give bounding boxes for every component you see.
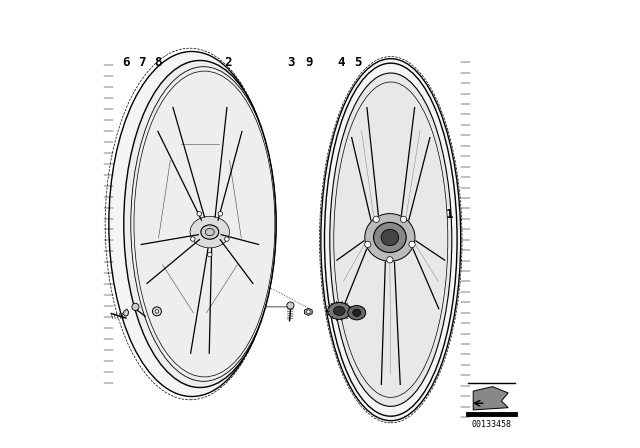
Circle shape xyxy=(387,257,393,263)
Circle shape xyxy=(152,307,161,316)
Ellipse shape xyxy=(124,60,276,388)
Circle shape xyxy=(307,310,310,314)
Polygon shape xyxy=(123,309,129,316)
Circle shape xyxy=(191,237,195,241)
Ellipse shape xyxy=(190,216,230,248)
Text: 00133458: 00133458 xyxy=(471,420,511,429)
Circle shape xyxy=(218,211,223,216)
Ellipse shape xyxy=(109,52,275,396)
Text: 6: 6 xyxy=(123,56,130,69)
Text: 3: 3 xyxy=(287,56,294,69)
Ellipse shape xyxy=(374,222,406,253)
Circle shape xyxy=(207,252,212,257)
Circle shape xyxy=(409,241,415,247)
Ellipse shape xyxy=(201,225,219,239)
Ellipse shape xyxy=(330,73,452,406)
Text: 1: 1 xyxy=(446,208,454,221)
Text: 2: 2 xyxy=(225,56,232,69)
Text: 7: 7 xyxy=(138,56,146,69)
Text: 5: 5 xyxy=(355,56,362,69)
Text: 9: 9 xyxy=(305,56,313,69)
Ellipse shape xyxy=(321,59,461,421)
Text: 8: 8 xyxy=(154,56,161,69)
Ellipse shape xyxy=(353,309,361,316)
Polygon shape xyxy=(473,387,508,410)
Polygon shape xyxy=(305,308,312,315)
Circle shape xyxy=(155,310,159,313)
Circle shape xyxy=(365,241,371,247)
Circle shape xyxy=(287,302,294,309)
Circle shape xyxy=(197,211,202,216)
Ellipse shape xyxy=(328,302,351,319)
Ellipse shape xyxy=(348,306,365,320)
Circle shape xyxy=(132,303,139,310)
Circle shape xyxy=(401,216,406,223)
Circle shape xyxy=(225,237,229,241)
Ellipse shape xyxy=(381,229,399,246)
Circle shape xyxy=(373,216,380,223)
Ellipse shape xyxy=(365,214,415,261)
Text: 4: 4 xyxy=(338,56,345,69)
Ellipse shape xyxy=(333,306,345,315)
